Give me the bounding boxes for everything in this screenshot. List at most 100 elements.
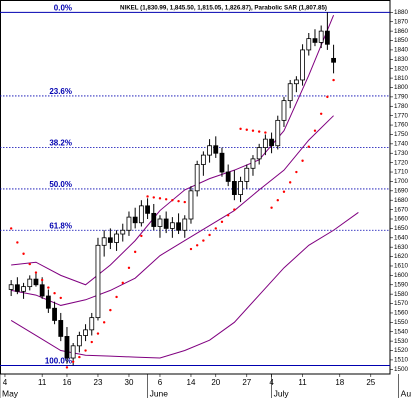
candle-body (83, 329, 88, 336)
candle-body (70, 345, 76, 359)
fib-label: 61.8% (49, 221, 72, 230)
y-tick-label: 1610 (394, 263, 409, 270)
candle-body (275, 119, 281, 147)
y-tick-label: 1590 (394, 281, 409, 288)
sar-dot (214, 227, 217, 230)
candle-body (318, 30, 324, 43)
y-tick-label: 1660 (394, 216, 409, 223)
candle-body (114, 233, 119, 243)
candle-body (14, 284, 20, 292)
sar-dot (276, 199, 279, 202)
candle-body (151, 212, 157, 227)
candle-body (52, 307, 57, 321)
candle-body (213, 145, 219, 154)
sar-dot (233, 208, 236, 211)
sar-dot (84, 349, 87, 352)
month-label: July (274, 388, 290, 398)
month-label: June (150, 388, 169, 398)
candle-body (182, 218, 188, 231)
sar-dot (195, 244, 199, 247)
candle-body (157, 218, 163, 227)
sar-dot (53, 292, 56, 295)
y-tick-label: 1820 (394, 65, 409, 72)
fib-label: 0.0% (54, 3, 72, 12)
sar-dot (28, 262, 31, 266)
chart-title: NIKEL (1,830.99, 1,845.50, 1,815.05, 1,8… (120, 5, 327, 12)
fib-label: 23.6% (49, 87, 72, 96)
y-tick-label: 1780 (394, 103, 409, 110)
y-tick-label: 1700 (394, 178, 409, 185)
sar-dot (226, 214, 230, 217)
y-tick-label: 1620 (394, 253, 409, 260)
sar-dot (102, 321, 106, 324)
sar-dot (245, 128, 248, 131)
candle-body (244, 167, 250, 182)
y-tick-label: 1710 (394, 169, 409, 176)
candle-body (120, 229, 126, 235)
candle-body (331, 57, 336, 63)
sar-dot (202, 239, 205, 242)
sar-dot (220, 220, 224, 224)
candle-body (287, 83, 293, 102)
y-tick-label: 1580 (394, 291, 409, 298)
candle-body (250, 158, 256, 169)
y-tick-label: 1550 (394, 319, 409, 326)
sar-dot (133, 250, 137, 254)
sar-dot (109, 308, 112, 312)
y-tick-label: 1810 (394, 75, 409, 82)
sar-dot (319, 112, 323, 115)
x-tick-label: 4 (3, 378, 8, 387)
y-tick-label: 1540 (394, 328, 409, 335)
y-tick-label: 1500 (394, 366, 409, 373)
y-tick-label: 1570 (394, 300, 409, 307)
plot-frame (0, 0, 391, 375)
sar-dot (164, 198, 168, 201)
sar-dot (90, 340, 93, 344)
sar-dot (152, 196, 155, 199)
sar-dot (140, 234, 143, 238)
sar-dot (257, 130, 261, 133)
y-tick-label: 1830 (394, 56, 409, 63)
x-tick-label: 14 (187, 378, 196, 387)
candle-body (293, 79, 299, 85)
sar-dot (171, 199, 174, 202)
y-tick-label: 1640 (394, 234, 409, 241)
y-tick-label: 1730 (394, 150, 409, 157)
candle-body (312, 38, 318, 43)
x-tick-label: 11 (298, 378, 307, 387)
y-tick-label: 1880 (394, 9, 409, 16)
candle-body (256, 147, 262, 160)
candle-body (76, 335, 82, 347)
sar-dot (34, 271, 38, 274)
sar-dot (183, 200, 186, 204)
candle-body (194, 164, 200, 192)
sar-dot (16, 241, 19, 244)
bollinger-band (11, 115, 334, 306)
sar-dot (251, 129, 255, 132)
candle-body (238, 181, 243, 195)
x-tick-label: 23 (94, 378, 103, 387)
candle-body (64, 336, 70, 359)
y-tick-label: 1850 (394, 37, 409, 44)
candle-body (163, 218, 169, 229)
candle-body (89, 317, 95, 331)
candle-body (101, 237, 107, 246)
sar-dot (301, 159, 304, 162)
y-tick-label: 1740 (394, 141, 409, 148)
candle-body (306, 38, 312, 51)
candle-body (33, 278, 39, 286)
y-tick-label: 1560 (394, 310, 409, 317)
sar-dot (65, 366, 69, 369)
y-tick-label: 1750 (394, 131, 409, 138)
y-tick-label: 1630 (394, 244, 409, 251)
candle-body (58, 320, 64, 337)
sar-dot (158, 197, 162, 200)
sar-dot (115, 295, 118, 299)
sar-dot (78, 355, 81, 359)
candle-body (138, 205, 144, 224)
x-tick-label: 25 (366, 378, 375, 387)
sar-dot (121, 281, 124, 285)
sar-dot (208, 233, 211, 237)
sar-dot (264, 131, 267, 134)
